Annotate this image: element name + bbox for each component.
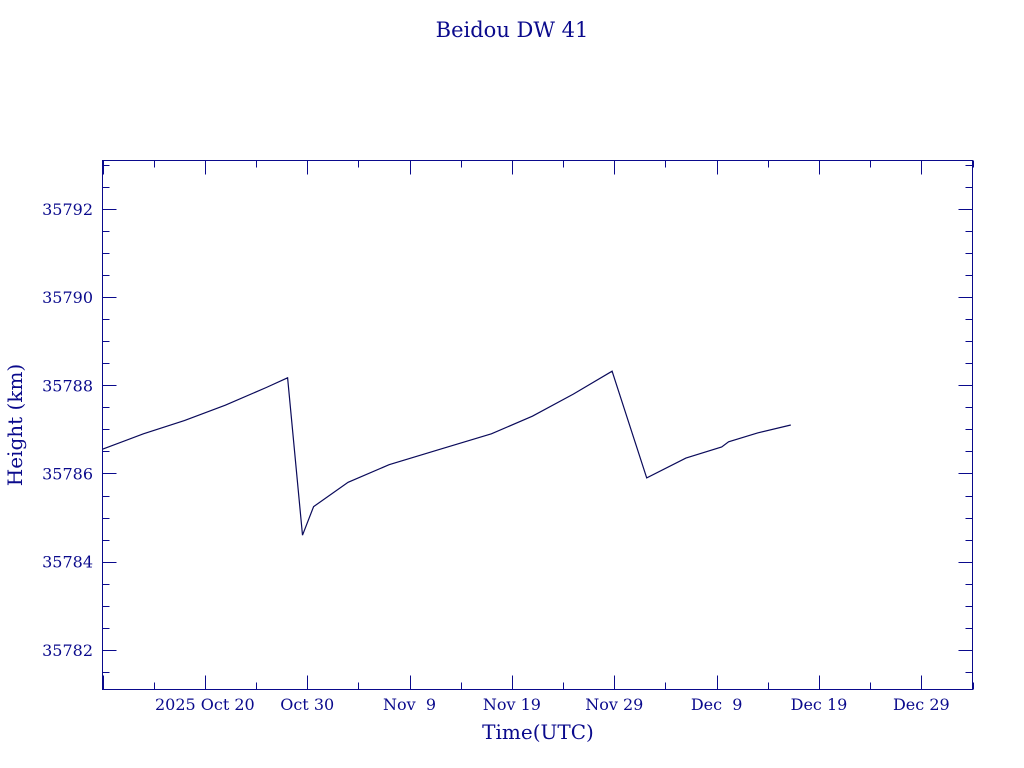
x-axis-ticks: 2025 Oct 20 Oct 30 Nov 9 Nov 19 Nov 29 Dec 9 D… <box>103 160 974 714</box>
x-tick-label: Dec 19 <box>791 695 848 714</box>
x-tick-label: Dec 9 <box>691 695 743 714</box>
x-axis-label: Time(UTC) <box>482 720 594 744</box>
y-tick-label: 35792 <box>42 200 93 219</box>
y-axis-ticks: 35782 35784 35786 35788 35790 35792 <box>42 165 973 673</box>
x-tick-label: 2025 Oct 20 <box>155 695 255 714</box>
series-group <box>102 370 791 536</box>
x-tick-label: Nov 19 <box>483 695 541 714</box>
y-tick-label: 35782 <box>42 641 93 660</box>
y-tick-label: 35784 <box>42 553 93 572</box>
x-tick-label: Nov 9 <box>383 695 436 714</box>
y-tick-label: 35788 <box>42 376 93 395</box>
y-tick-label: 35790 <box>42 288 93 307</box>
series-line <box>102 370 791 536</box>
x-tick-label: Oct 30 <box>280 695 334 714</box>
y-tick-label: 35786 <box>42 464 93 483</box>
x-tick-label: Dec 29 <box>893 695 950 714</box>
x-tick-label: Nov 29 <box>585 695 643 714</box>
y-axis-label: Height (km) <box>3 364 27 486</box>
chart-title: Beidou DW 41 <box>436 18 589 42</box>
plot-frame <box>102 160 973 690</box>
